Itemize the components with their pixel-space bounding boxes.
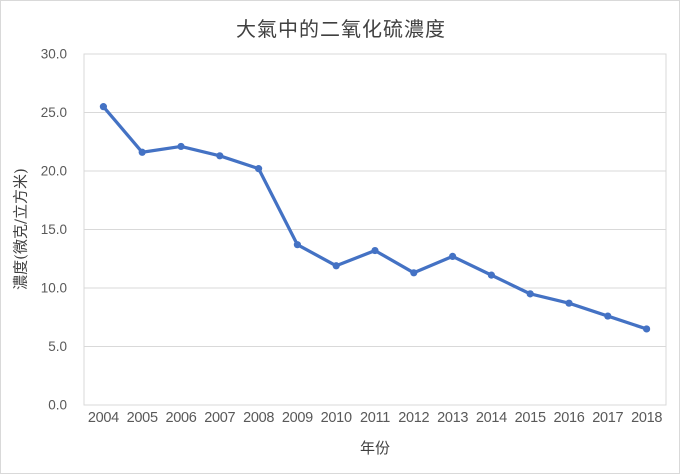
x-category-label: 2005 xyxy=(127,410,158,426)
x-category-label: 2016 xyxy=(553,410,584,426)
x-category-label: 2007 xyxy=(204,410,235,426)
data-point-marker xyxy=(449,252,457,261)
y-axis-title-text: 濃度(微克/立方米) xyxy=(11,168,30,290)
data-point-marker xyxy=(332,262,340,270)
x-category-label: 2018 xyxy=(631,410,662,426)
data-point-marker xyxy=(293,241,301,249)
x-category-label: 2010 xyxy=(321,410,352,426)
data-point-marker xyxy=(255,165,263,173)
data-point-marker xyxy=(371,246,379,255)
x-category-label: 2017 xyxy=(592,410,623,426)
data-point-marker xyxy=(643,325,651,333)
x-category-label: 2008 xyxy=(243,410,274,426)
x-category-label: 2011 xyxy=(360,410,390,426)
data-point-marker xyxy=(526,290,534,298)
y-tick-label: 20.0 xyxy=(41,164,67,179)
data-point-marker xyxy=(410,269,418,277)
y-tick-label: 25.0 xyxy=(41,105,67,120)
data-point-marker xyxy=(99,103,107,111)
x-category-label: 2012 xyxy=(398,410,429,426)
y-tick-label: 15.0 xyxy=(41,222,67,237)
y-tick-label: 0.0 xyxy=(48,398,67,413)
data-point-marker xyxy=(487,271,495,279)
data-point-marker xyxy=(138,148,146,156)
y-tick-label: 30.0 xyxy=(41,47,67,62)
x-category-label: 2013 xyxy=(437,410,468,426)
x-category-label: 2015 xyxy=(515,410,546,426)
data-point-marker xyxy=(216,152,224,160)
data-point-marker xyxy=(177,142,185,151)
data-point-marker xyxy=(604,312,612,320)
plot-border xyxy=(83,53,667,406)
x-category-label: 2004 xyxy=(88,410,119,426)
series-line xyxy=(101,105,649,331)
x-category-label: 2014 xyxy=(476,410,507,426)
y-tick-label: 5.0 xyxy=(48,339,67,354)
x-axis-title: 年份 xyxy=(359,439,390,457)
y-tick-label: 10.0 xyxy=(41,281,67,296)
data-point-marker xyxy=(565,299,573,307)
x-category-label: 2006 xyxy=(165,410,196,426)
chart-title: 大氣中的二氧化硫濃度 xyxy=(236,17,446,41)
x-category-label: 2009 xyxy=(282,410,313,426)
